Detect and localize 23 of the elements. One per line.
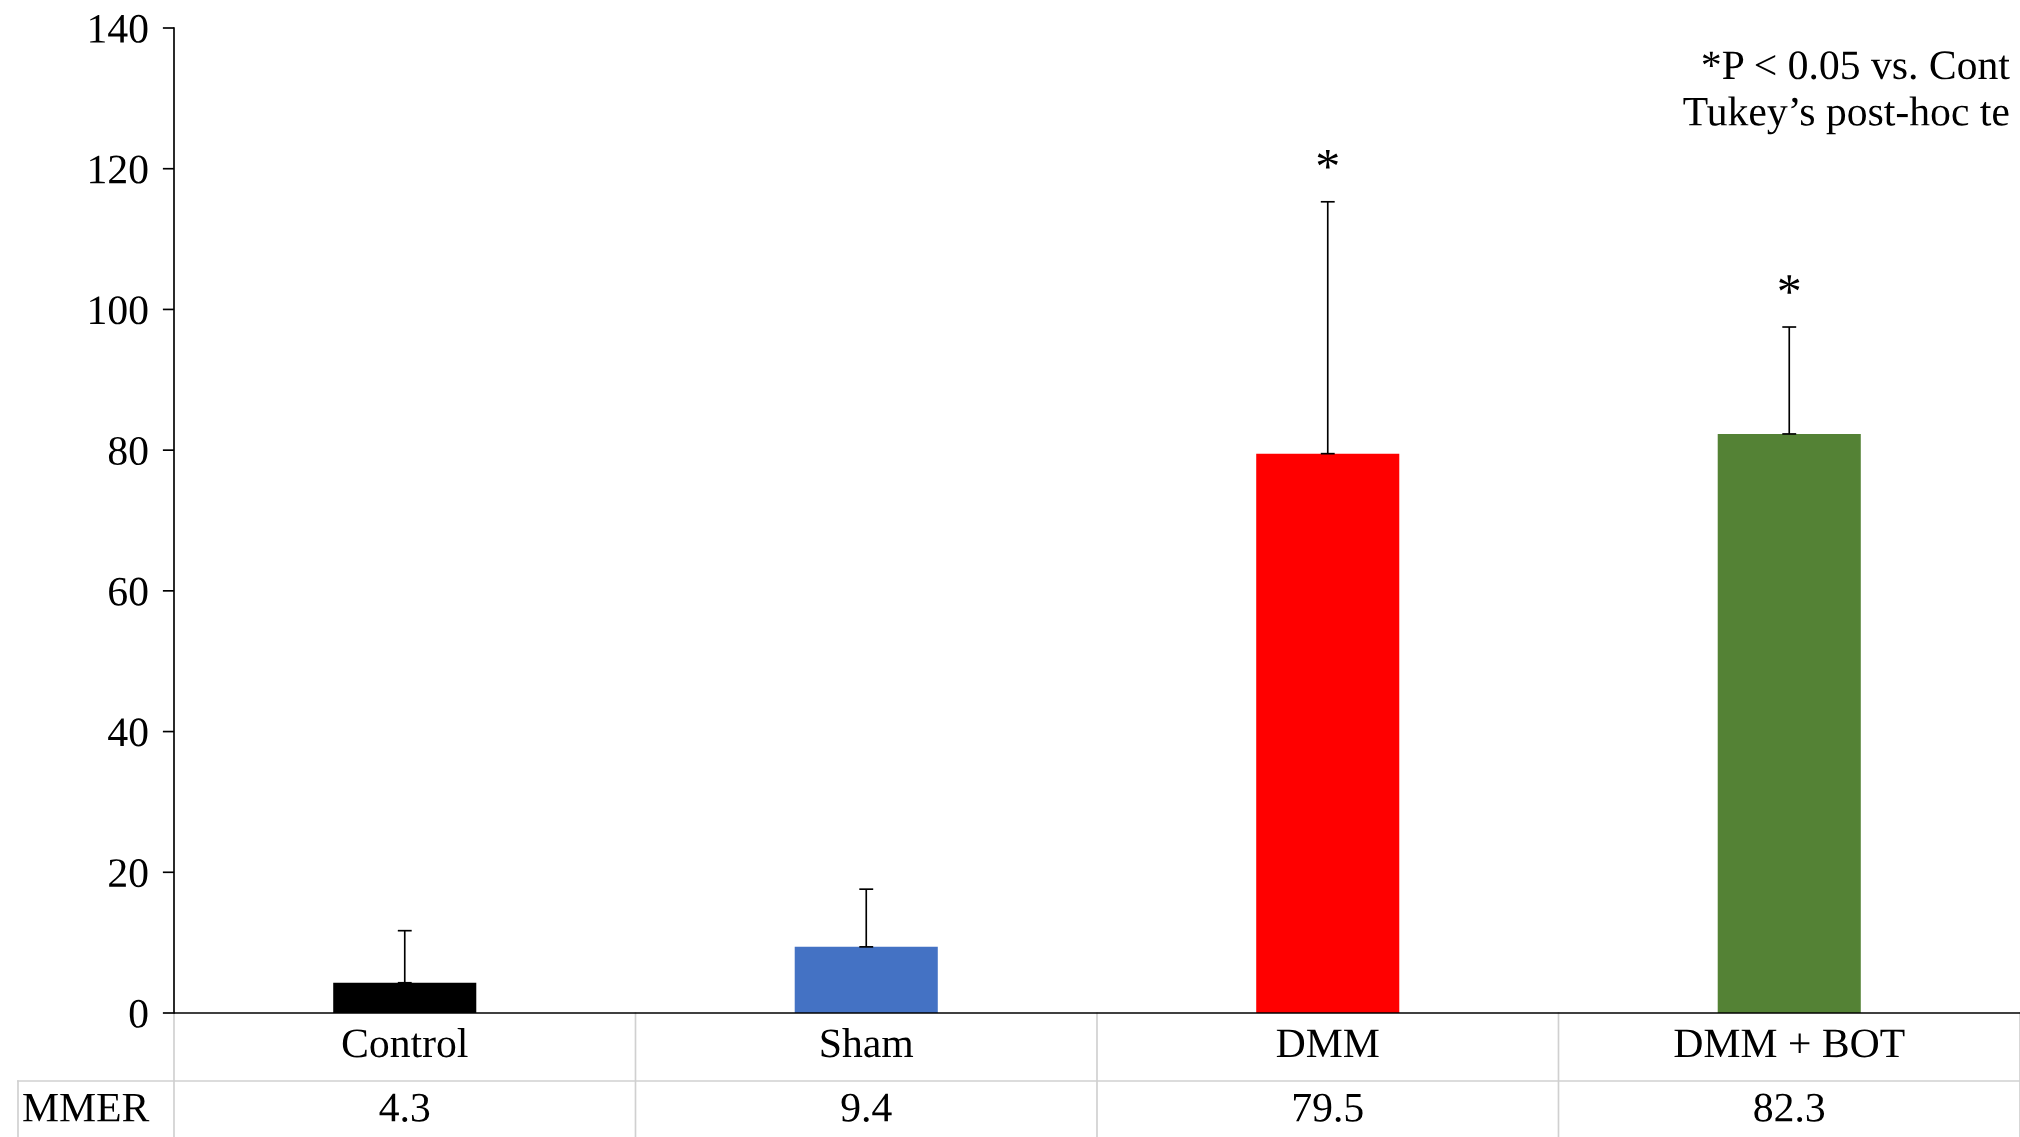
bar	[1256, 453, 1400, 1013]
text: MMER	[23, 1094, 150, 1122]
y-tick-label: 80	[108, 436, 148, 466]
bar	[794, 946, 938, 1013]
x-tick-label: DMM	[1276, 1029, 1379, 1058]
y-tick-label: 140	[90, 14, 148, 43]
data-label: 82.3	[1754, 1093, 1825, 1122]
y-tick-label: 0	[129, 999, 148, 1028]
y-tick-label: 100	[90, 296, 148, 325]
x-tick-label: Sham	[821, 1028, 914, 1058]
bar	[1717, 433, 1861, 1013]
data-label: 9.4	[841, 1093, 892, 1122]
y-tick-label: 120	[90, 155, 148, 184]
x-tick-label: DMM + BOT	[1674, 1029, 1905, 1058]
data-label: 79.5	[1294, 1093, 1363, 1122]
data-label: 4.3	[379, 1093, 430, 1122]
annotation: *	[1779, 275, 1800, 294]
annotation: *P < 0.05 vs. Cont Tukey’s post-hoc te	[1683, 51, 2010, 135]
x-tick-label: Control	[342, 1028, 468, 1058]
y-tick-label: 20	[109, 859, 148, 888]
y-tick-label: 60	[109, 577, 148, 606]
y-tick-label: 40	[108, 718, 148, 747]
annotation: *	[1317, 150, 1338, 169]
